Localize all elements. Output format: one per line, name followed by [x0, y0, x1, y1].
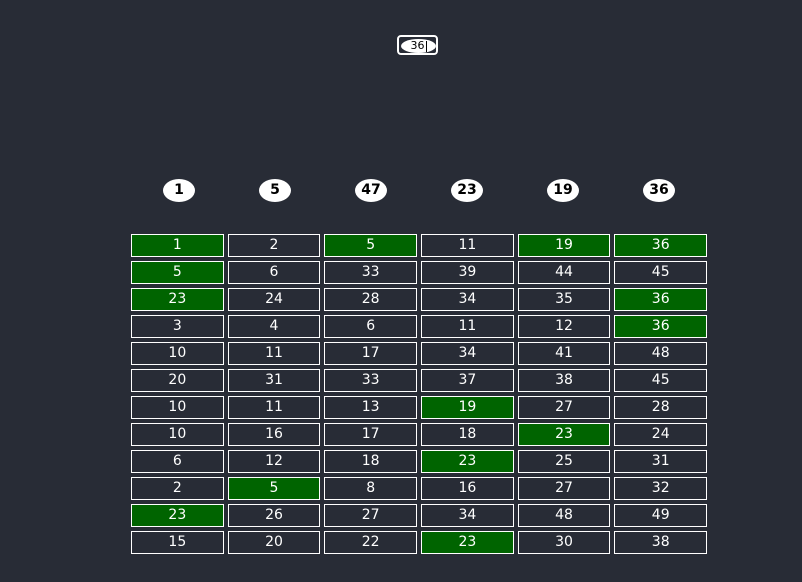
ticket-cell: 27: [324, 504, 418, 527]
ticket-cell: 32: [614, 477, 708, 500]
ticket-cell: 20: [227, 531, 321, 554]
ticket-cell: 27: [517, 477, 611, 500]
ticket-cell: 39: [421, 261, 514, 284]
ticket-cell: 34: [421, 288, 514, 311]
ticket-row: 10 11 13 19 27 28: [131, 396, 708, 423]
ticket-row: 10 11 17 34 41 48: [131, 342, 708, 369]
ticket-cell-matched: 5: [324, 234, 418, 257]
ticket-cell: 41: [517, 342, 611, 365]
ticket-cell: 10: [131, 342, 224, 365]
ticket-cell: 20: [131, 369, 224, 392]
ticket-cell: 16: [227, 423, 321, 446]
ticket-cell: 26: [227, 504, 321, 527]
ticket-cell-matched: 36: [614, 234, 708, 257]
ticket-cell: 17: [324, 423, 418, 446]
ticket-row: 20 31 33 37 38 45: [131, 369, 708, 396]
ticket-cell: 16: [421, 477, 514, 500]
ticket-cell: 49: [614, 504, 708, 527]
ticket-cell: 2: [227, 234, 321, 257]
ticket-row: 23 26 27 34 48 49: [131, 504, 708, 531]
text-caret: [425, 40, 427, 52]
ticket-cell: 34: [421, 342, 514, 365]
number-input-value: 36: [410, 39, 425, 52]
ticket-cell: 35: [517, 288, 611, 311]
ticket-cell: 27: [517, 396, 611, 419]
ticket-cell: 6: [131, 450, 224, 473]
ticket-row: 3 4 6 11 12 36: [131, 315, 708, 342]
ticket-cell: 33: [324, 369, 418, 392]
drawn-number-ball: 19: [547, 179, 579, 202]
ticket-cell: 13: [324, 396, 418, 419]
ticket-cell: 8: [324, 477, 418, 500]
ticket-grid: 1 2 5 11 19 36 5 6 33 39 44 45 23 24 28 34 35 36 3 4 6 11 12 36…: [131, 234, 708, 558]
ticket-cell: 11: [421, 234, 514, 257]
ticket-cell: 10: [131, 396, 224, 419]
drawn-number-ball: 1: [163, 179, 195, 202]
ticket-cell: 12: [227, 450, 321, 473]
ticket-cell: 11: [227, 396, 321, 419]
ticket-row: 23 24 28 34 35 36: [131, 288, 708, 315]
ticket-cell-matched: 36: [614, 288, 708, 311]
ticket-cell: 12: [517, 315, 611, 338]
ticket-cell: 11: [227, 342, 321, 365]
ticket-cell-matched: 1: [131, 234, 224, 257]
ticket-cell: 38: [517, 369, 611, 392]
ticket-row: 1 2 5 11 19 36: [131, 234, 708, 261]
ticket-cell: 31: [614, 450, 708, 473]
ticket-cell: 10: [131, 423, 224, 446]
ticket-cell: 6: [324, 315, 418, 338]
ticket-cell: 28: [614, 396, 708, 419]
ticket-cell: 48: [614, 342, 708, 365]
ticket-cell: 2: [131, 477, 224, 500]
ticket-cell: 45: [614, 369, 708, 392]
ticket-cell-matched: 19: [421, 396, 514, 419]
ticket-cell: 4: [227, 315, 321, 338]
ticket-cell: 15: [131, 531, 224, 554]
ticket-cell-matched: 23: [421, 531, 514, 554]
ticket-cell: 24: [227, 288, 321, 311]
ticket-cell: 3: [131, 315, 224, 338]
ticket-cell-matched: 23: [131, 288, 224, 311]
ticket-cell: 18: [421, 423, 514, 446]
ticket-cell: 18: [324, 450, 418, 473]
ticket-cell: 6: [227, 261, 321, 284]
ticket-cell: 48: [517, 504, 611, 527]
drawn-number-ball: 36: [643, 179, 675, 202]
ticket-cell: 22: [324, 531, 418, 554]
number-input-value-display[interactable]: 36: [401, 39, 436, 53]
number-input[interactable]: 36: [397, 35, 438, 55]
ticket-row: 10 16 17 18 23 24: [131, 423, 708, 450]
ticket-cell-matched: 19: [517, 234, 611, 257]
ticket-cell: 31: [227, 369, 321, 392]
ticket-cell-matched: 5: [131, 261, 224, 284]
ticket-cell: 30: [517, 531, 611, 554]
ticket-cell: 45: [614, 261, 708, 284]
drawn-numbers: 1 5 47 23 19 36: [131, 179, 707, 203]
ticket-row: 15 20 22 23 30 38: [131, 531, 708, 558]
ticket-cell: 33: [324, 261, 418, 284]
ticket-cell-matched: 23: [421, 450, 514, 473]
ticket-row: 2 5 8 16 27 32: [131, 477, 708, 504]
ticket-cell: 44: [517, 261, 611, 284]
ticket-cell-matched: 23: [517, 423, 611, 446]
drawn-number-ball: 5: [259, 179, 291, 202]
drawn-number-ball: 47: [355, 179, 387, 202]
ticket-cell: 25: [517, 450, 611, 473]
ticket-cell: 34: [421, 504, 514, 527]
ticket-cell: 37: [421, 369, 514, 392]
ticket-cell: 28: [324, 288, 418, 311]
ticket-cell-matched: 36: [614, 315, 708, 338]
ticket-cell-matched: 5: [227, 477, 321, 500]
ticket-row: 5 6 33 39 44 45: [131, 261, 708, 288]
ticket-cell: 24: [614, 423, 708, 446]
ticket-row: 6 12 18 23 25 31: [131, 450, 708, 477]
ticket-cell: 38: [614, 531, 708, 554]
drawn-number-ball: 23: [451, 179, 483, 202]
ticket-cell: 17: [324, 342, 418, 365]
ticket-cell-matched: 23: [131, 504, 224, 527]
ticket-cell: 11: [421, 315, 514, 338]
